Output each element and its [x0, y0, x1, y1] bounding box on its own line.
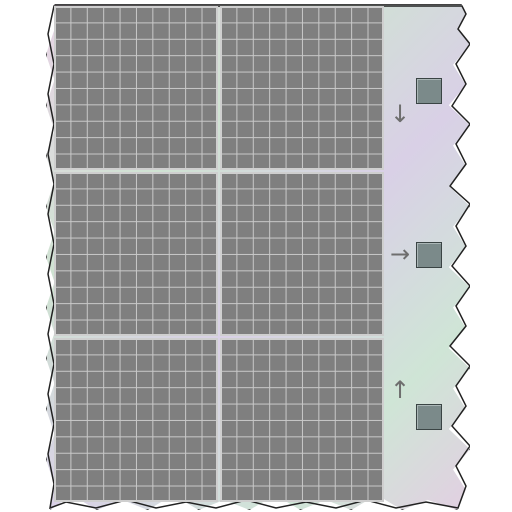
grid-block-r2c2[interactable] [220, 172, 384, 336]
piece-preview-square[interactable] [416, 78, 442, 104]
arrow-down-icon[interactable]: ↓ [389, 100, 411, 128]
arrow-up-icon[interactable]: ↑ [389, 376, 411, 404]
grid-block-r2c1[interactable] [54, 172, 218, 336]
grid-block-r3c1[interactable] [54, 338, 218, 502]
grid-block-r1c2[interactable] [220, 6, 384, 170]
grid-block-r1c1[interactable] [54, 6, 218, 170]
puzzle-board [54, 6, 384, 502]
grid-block-r3c2[interactable] [220, 338, 384, 502]
row-control-1: ↓ [384, 6, 448, 170]
arrow-right-icon[interactable]: → [389, 240, 411, 268]
row-control-3: ↑ [384, 338, 448, 502]
row-control-2: → [384, 172, 448, 336]
piece-preview-square[interactable] [416, 242, 442, 268]
piece-preview-square[interactable] [416, 404, 442, 430]
